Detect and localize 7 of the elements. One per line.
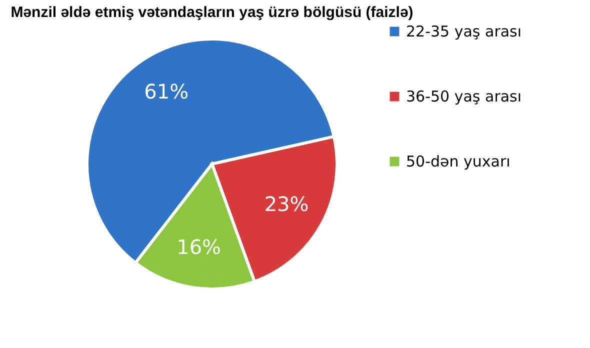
legend-label: 50-dən yuxarı [406,152,510,170]
data-label: 16% [176,234,222,259]
data-label: 61% [144,79,189,104]
chart-title: Mənzil əldə etmiş vətəndaşların yaş üzrə bölgüsü (faizlə) [10,4,414,21]
legend-label: 36-50 yaş arası [406,88,522,106]
legend-label: 22-35 yaş arası [406,22,522,40]
data-label: 23% [264,192,309,216]
